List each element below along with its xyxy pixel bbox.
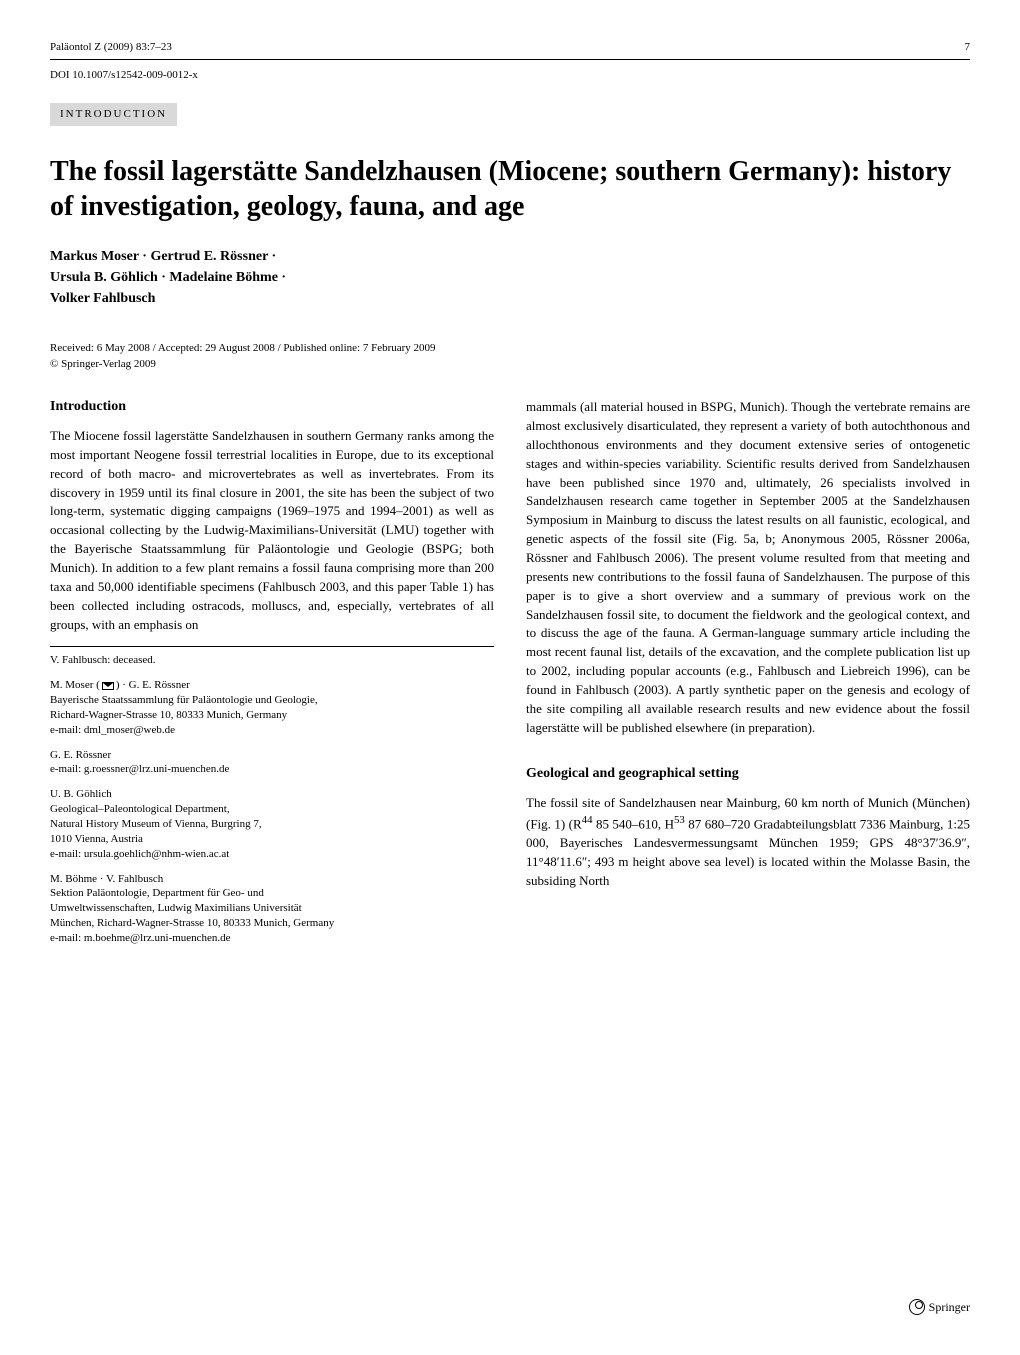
authors-line-3: Volker Fahlbusch [50, 288, 970, 309]
introduction-heading: Introduction [50, 398, 494, 417]
geology-paragraph: The fossil site of Sandelzhausen near Ma… [526, 794, 970, 891]
affil-4-names: M. Böhme · V. Fahlbusch [50, 873, 163, 885]
deceased-footnote: V. Fahlbusch: deceased. [50, 646, 494, 668]
affil-4-institution: Sektion Paläontologie, Department für Ge… [50, 887, 264, 899]
geo-text-b: 85 540–610, H [593, 816, 675, 831]
right-column-paragraph-1: mammals (all material housed in BSPG, Mu… [526, 398, 970, 737]
introduction-paragraph: The Miocene fossil lagerstätte Sandelzha… [50, 427, 494, 634]
affiliation-block-4: M. Böhme · V. Fahlbusch Sektion Paläonto… [50, 872, 494, 946]
right-column: mammals (all material housed in BSPG, Mu… [526, 398, 970, 956]
publisher-name: Springer [929, 1299, 970, 1315]
authors-line-2: Ursula B. Göhlich · Madelaine Böhme · [50, 267, 970, 288]
affiliation-block-3: U. B. Göhlich Geological–Paleontological… [50, 787, 494, 861]
page-header: Paläontol Z (2009) 83:7–23 7 [50, 40, 970, 60]
geo-sup-h53: 53 [674, 814, 685, 826]
affil-1-names-a: M. Moser ( [50, 679, 100, 691]
affiliation-block-1: M. Moser ( ) · G. E. Rössner Bayerische S… [50, 678, 494, 737]
affil-1-institution: Bayerische Staatssammlung für Paläontolo… [50, 694, 318, 706]
affil-2-name: G. E. Rössner [50, 749, 111, 761]
geo-sup-r44: 44 [582, 814, 593, 826]
received-dates: Received: 6 May 2008 / Accepted: 29 Augu… [50, 341, 970, 356]
page-number: 7 [965, 40, 971, 55]
copyright-line: © Springer-Verlag 2009 [50, 357, 970, 372]
affil-3-email: e-mail: ursula.goehlich@nhm-wien.ac.at [50, 848, 229, 860]
author-list: Markus Moser · Gertrud E. Rössner · Ursu… [50, 246, 970, 309]
doi-line: DOI 10.1007/s12542-009-0012-x [50, 68, 970, 83]
journal-citation: Paläontol Z (2009) 83:7–23 [50, 40, 172, 55]
affil-1-email: e-mail: dml_moser@web.de [50, 724, 175, 736]
affil-2-email: e-mail: g.roessner@lrz.uni-muenchen.de [50, 763, 229, 775]
left-column: Introduction The Miocene fossil lagerstä… [50, 398, 494, 956]
affil-3-name: U. B. Göhlich [50, 788, 112, 800]
affil-3-institution: Geological–Paleontological Department, [50, 803, 230, 815]
affil-1-names-b: ) · G. E. Rössner [116, 679, 190, 691]
affil-4-email: e-mail: m.boehme@lrz.uni-muenchen.de [50, 932, 231, 944]
affiliation-block-2: G. E. Rössner e-mail: g.roessner@lrz.uni… [50, 748, 494, 778]
two-column-content: Introduction The Miocene fossil lagerstä… [50, 398, 970, 956]
article-title: The fossil lagerstätte Sandelzhausen (Mi… [50, 154, 970, 224]
affil-3-address-1: Natural History Museum of Vienna, Burgri… [50, 818, 262, 830]
affil-4-address-1: Umweltwissenschaften, Ludwig Maximilians… [50, 902, 302, 914]
spacer [526, 749, 970, 765]
corresponding-author-icon [102, 682, 114, 690]
authors-line-1: Markus Moser · Gertrud E. Rössner · [50, 246, 970, 267]
affil-3-address-2: 1010 Vienna, Austria [50, 833, 143, 845]
affil-1-address: Richard-Wagner-Strasse 10, 80333 Munich,… [50, 709, 287, 721]
publisher-footer: Springer [909, 1299, 970, 1315]
springer-logo-icon [909, 1299, 925, 1315]
geology-heading: Geological and geographical setting [526, 765, 970, 784]
affil-4-address-2: München, Richard-Wagner-Strasse 10, 8033… [50, 917, 334, 929]
article-type-tag: INTRODUCTION [50, 103, 177, 126]
